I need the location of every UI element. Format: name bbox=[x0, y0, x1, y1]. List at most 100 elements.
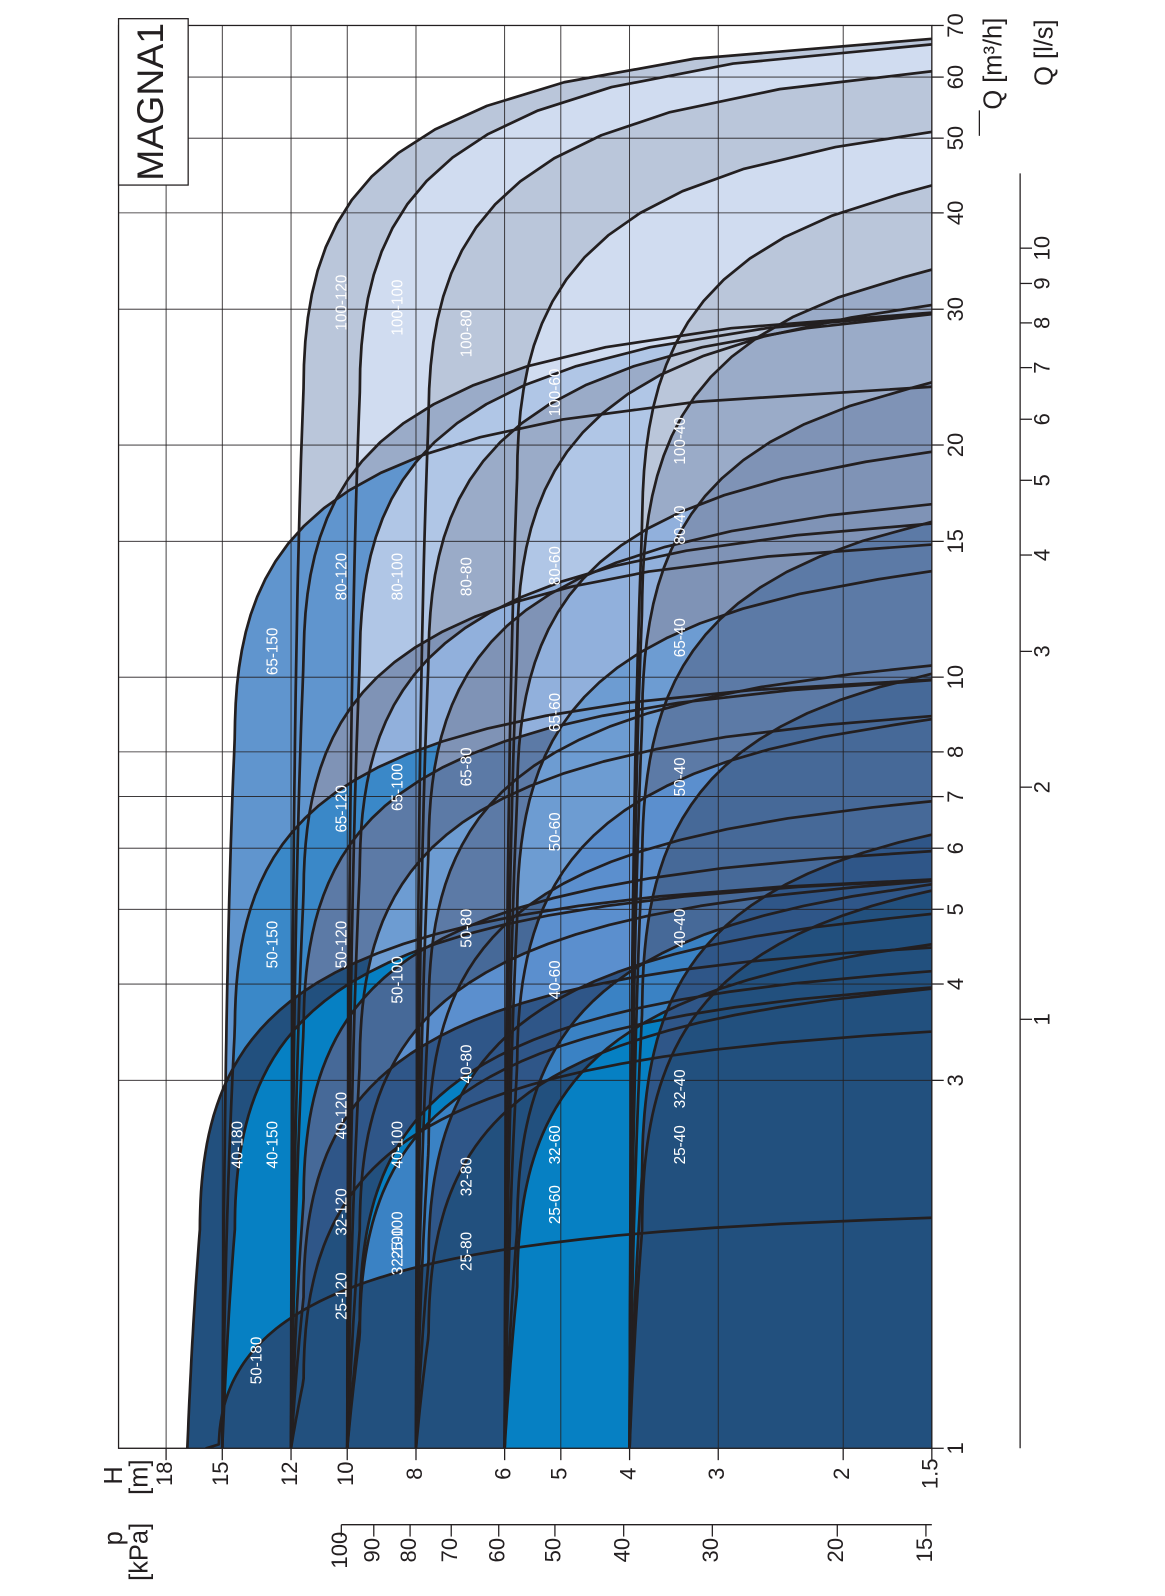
p-tick-label: 20 bbox=[823, 1538, 848, 1563]
band-label-65-40: 65-40 bbox=[672, 618, 689, 657]
band-label-50-120: 50-120 bbox=[333, 921, 350, 969]
q-tick-label: 4 bbox=[943, 978, 968, 990]
band-label-50-80: 50-80 bbox=[458, 909, 475, 948]
q-tick-label: 40 bbox=[943, 201, 968, 226]
h-tick-label: 18 bbox=[152, 1461, 177, 1486]
band-label-32-120: 32-120 bbox=[333, 1188, 350, 1236]
h-tick-label: 8 bbox=[402, 1468, 427, 1480]
curve-40-100 bbox=[345, 879, 932, 1449]
curve-outlines bbox=[185, 37, 932, 1449]
curve-25-80 bbox=[414, 987, 932, 1449]
curve-25-60 bbox=[503, 942, 932, 1449]
q-axis-title-ls: Q [l/s] bbox=[1030, 19, 1058, 85]
band-label-40-150: 40-150 bbox=[265, 1121, 282, 1169]
curve-50-120 bbox=[289, 678, 932, 1449]
curve-40-120 bbox=[289, 849, 932, 1449]
h-axis-title: H bbox=[100, 1466, 128, 1484]
ls-tick-label: 3 bbox=[1030, 645, 1055, 657]
band-label-50-40: 50-40 bbox=[672, 757, 689, 796]
band-label-25-80: 25-80 bbox=[458, 1232, 475, 1271]
curve-bands bbox=[118, 25, 932, 1449]
chart-title: MAGNA1 bbox=[129, 23, 171, 181]
p-tick-label: 70 bbox=[437, 1538, 462, 1563]
band-label-25-60: 25-60 bbox=[547, 1185, 564, 1224]
q-tick-label: 30 bbox=[943, 297, 968, 322]
band-label-40-80: 40-80 bbox=[458, 1044, 475, 1083]
band-label-100-40: 100-40 bbox=[672, 417, 689, 465]
h-tick-label: 2 bbox=[829, 1468, 854, 1480]
p-tick-label: 90 bbox=[360, 1538, 385, 1563]
q-tick-label: 20 bbox=[943, 433, 968, 458]
ls-tick-label: 5 bbox=[1030, 474, 1055, 486]
curve-65-150 bbox=[220, 385, 932, 1449]
h-tick-label: 15 bbox=[208, 1461, 233, 1486]
band-label-80-60: 80-60 bbox=[547, 546, 564, 585]
q-axis-title-m3h: Q [m³/h] bbox=[979, 18, 1007, 110]
ls-tick-label: 9 bbox=[1030, 277, 1055, 289]
q-tick-label: 5 bbox=[943, 903, 968, 915]
band-label-50-180: 50-180 bbox=[249, 1337, 266, 1385]
curve-40-40 bbox=[628, 672, 932, 1449]
curve-32-80 bbox=[414, 912, 932, 1449]
q-tick-label: 8 bbox=[943, 746, 968, 758]
p-axis-title: p bbox=[100, 1531, 128, 1545]
band-labels: 100-120 100-100 100-80 100-60 100-40 80-120 80… bbox=[230, 275, 689, 1385]
p-tick-label: 60 bbox=[485, 1538, 510, 1563]
curve-50-80 bbox=[414, 664, 932, 1449]
band-label-65-150: 65-150 bbox=[265, 628, 282, 676]
q-tick-label: 15 bbox=[943, 529, 968, 554]
ls-tick-label: 2 bbox=[1030, 781, 1055, 793]
band-label-32-40: 32-40 bbox=[672, 1069, 689, 1108]
band-label-80-80: 80-80 bbox=[458, 557, 475, 596]
p-tick-label: 50 bbox=[541, 1538, 566, 1563]
title-box-frame bbox=[117, 18, 189, 186]
q-tick-label: 70 bbox=[943, 13, 968, 38]
band-label-50-100: 50-100 bbox=[390, 956, 407, 1004]
band-label-40-120: 40-120 bbox=[333, 1092, 350, 1140]
ls-tick-label: 8 bbox=[1030, 317, 1055, 329]
band-label-65-120: 65-120 bbox=[333, 785, 350, 833]
title-box: MAGNA1 bbox=[117, 18, 189, 186]
band-label-65-100: 65-100 bbox=[390, 763, 407, 811]
h-tick-label: 5 bbox=[547, 1468, 572, 1480]
curve-50-180 bbox=[204, 1216, 932, 1449]
curve-32-100 bbox=[345, 986, 932, 1449]
band-label-40-60: 40-60 bbox=[547, 960, 564, 999]
band-label-80-120: 80-120 bbox=[333, 553, 350, 601]
q-tick-label: 1 bbox=[943, 1442, 968, 1454]
ls-tick-label: 6 bbox=[1030, 413, 1055, 425]
ls-tick-label: 10 bbox=[1030, 236, 1055, 261]
band-label-40-180: 40-180 bbox=[230, 1121, 247, 1169]
ls-tick-label: 1 bbox=[1030, 1013, 1055, 1025]
band-label-65-60: 65-60 bbox=[547, 693, 564, 732]
curve-40-150 bbox=[220, 878, 932, 1449]
plot-frame bbox=[117, 24, 933, 1449]
curve-50-100 bbox=[345, 714, 932, 1449]
band-label-100-60: 100-60 bbox=[547, 369, 564, 417]
p-tick-label: 80 bbox=[396, 1538, 421, 1563]
h-tick-label: 3 bbox=[704, 1468, 729, 1480]
h-axis-unit: [m] bbox=[125, 1459, 153, 1494]
q-tick-label: 50 bbox=[943, 126, 968, 151]
q-tick-label: 7 bbox=[943, 790, 968, 802]
p-tick-label: 30 bbox=[698, 1538, 723, 1563]
curve-40-60 bbox=[503, 717, 932, 1449]
band-label-32-80: 32-80 bbox=[458, 1157, 475, 1196]
curve-50-150 bbox=[220, 678, 932, 1449]
band-label-32-60: 32-60 bbox=[547, 1125, 564, 1164]
q-tick-label: 10 bbox=[943, 665, 968, 690]
q-tick-label: 60 bbox=[943, 65, 968, 90]
band-label-40-40: 40-40 bbox=[672, 909, 689, 948]
q-tick-label: 3 bbox=[943, 1074, 968, 1086]
band-label-80-40: 80-40 bbox=[672, 505, 689, 544]
q-tick-label: 6 bbox=[943, 842, 968, 854]
curve-25-120 bbox=[289, 1030, 932, 1449]
h-tick-label: 10 bbox=[333, 1461, 358, 1486]
h-tick-label: 6 bbox=[490, 1468, 515, 1480]
ls-tick-label: 7 bbox=[1030, 361, 1055, 373]
p-axis-unit: [kPa] bbox=[125, 1523, 153, 1581]
p-tick-label: 15 bbox=[912, 1538, 937, 1563]
curve-32-60 bbox=[503, 882, 932, 1449]
band-label-100-100: 100-100 bbox=[390, 280, 407, 336]
